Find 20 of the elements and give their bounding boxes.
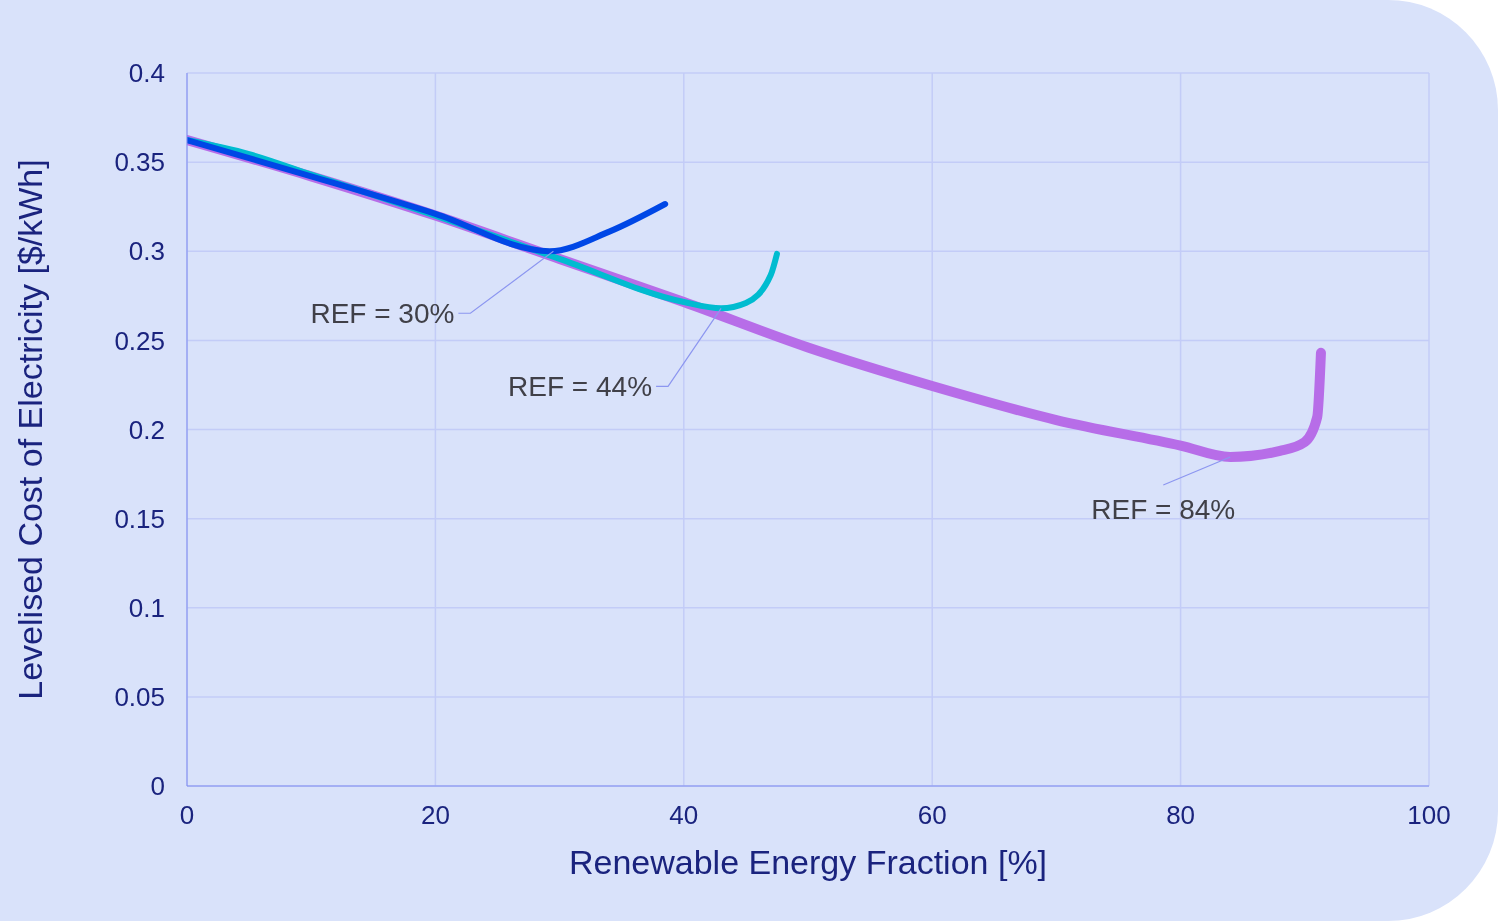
y-tick-label: 0.15 [114, 503, 165, 534]
y-tick-label: 0.3 [128, 236, 165, 267]
x-tick-label: 80 [1166, 800, 1196, 831]
x-axis-title: Renewable Energy Fraction [%] [568, 843, 1048, 881]
x-tick-label: 60 [917, 800, 947, 831]
y-axis-title: Levelised Cost of Electricity [$/kWh] [11, 159, 50, 700]
x-tick-label: 20 [420, 800, 450, 831]
y-tick-label: 0.05 [114, 682, 165, 713]
annotation: REF = 84% [1091, 493, 1236, 525]
y-tick-label: 0 [150, 771, 165, 802]
x-tick-label: 0 [179, 800, 195, 831]
x-tick-label: 100 [1407, 800, 1451, 831]
y-tick-label: 0.25 [114, 325, 165, 356]
y-tick-label: 0.1 [128, 592, 165, 623]
y-tick-label: 0.35 [114, 147, 165, 178]
y-tick-label: 0.4 [128, 58, 165, 89]
y-tick-label: 0.2 [128, 414, 165, 445]
annotation: REF = 44% [508, 371, 653, 403]
annotation: REF = 30% [310, 298, 455, 330]
x-tick-label: 40 [669, 800, 699, 831]
